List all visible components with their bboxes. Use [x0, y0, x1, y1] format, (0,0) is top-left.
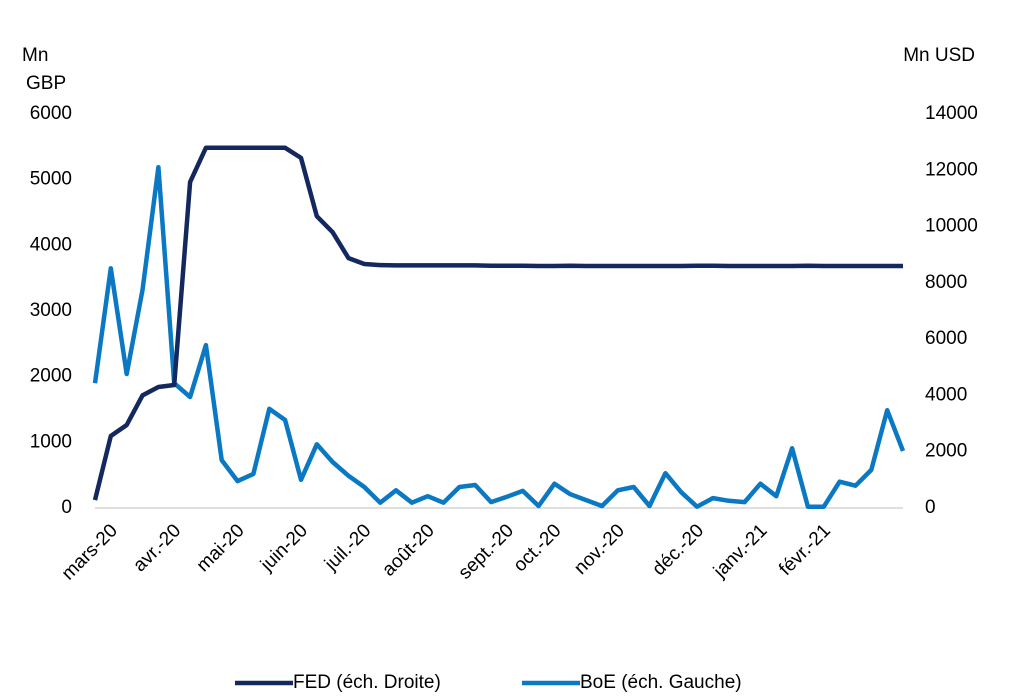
- y-tick-label: 5000: [30, 169, 72, 190]
- x-tick-label: juin-20: [256, 520, 312, 576]
- x-tick-label: juil.-20: [320, 520, 375, 575]
- y2-tick-label: 8000: [925, 272, 967, 293]
- x-tick-label: nov.-20: [570, 520, 629, 579]
- line-series: [92, 145, 903, 501]
- line-series: [92, 164, 906, 509]
- x-tick-label: sept.-20: [455, 520, 518, 583]
- x-tick-label: avr.-20: [129, 520, 185, 576]
- y-axis-title: Mn: [22, 45, 48, 66]
- legend-label: FED (éch. Droite): [293, 672, 441, 693]
- y2-axis-title: Mn USD: [903, 45, 975, 66]
- x-tick-label: mars-20: [58, 520, 122, 584]
- y2-tick-label: 2000: [925, 441, 967, 462]
- y2-tick-label: 0: [925, 497, 936, 518]
- y2-tick-label: 6000: [925, 328, 967, 349]
- y-axis-title: GBP: [26, 73, 66, 94]
- y-tick-label: 3000: [30, 300, 72, 321]
- y-tick-label: 2000: [30, 366, 72, 387]
- x-tick-label: mai-20: [193, 520, 249, 576]
- x-tick-label: août-20: [378, 520, 438, 580]
- x-tick-label: janv.-21: [709, 520, 771, 582]
- legend-label: BoE (éch. Gauche): [580, 672, 742, 693]
- y-tick-label: 0: [61, 497, 72, 518]
- y-tick-label: 4000: [30, 234, 72, 255]
- x-tick-label: févr.-21: [775, 520, 835, 580]
- x-tick-label: déc.-20: [648, 520, 708, 580]
- y2-tick-label: 10000: [925, 216, 978, 237]
- y-tick-label: 1000: [30, 431, 72, 452]
- x-tick-label: oct.-20: [510, 520, 566, 576]
- y2-tick-label: 14000: [925, 103, 978, 124]
- y2-tick-label: 12000: [925, 159, 978, 180]
- y2-tick-label: 4000: [925, 384, 967, 405]
- y-tick-label: 6000: [30, 103, 72, 124]
